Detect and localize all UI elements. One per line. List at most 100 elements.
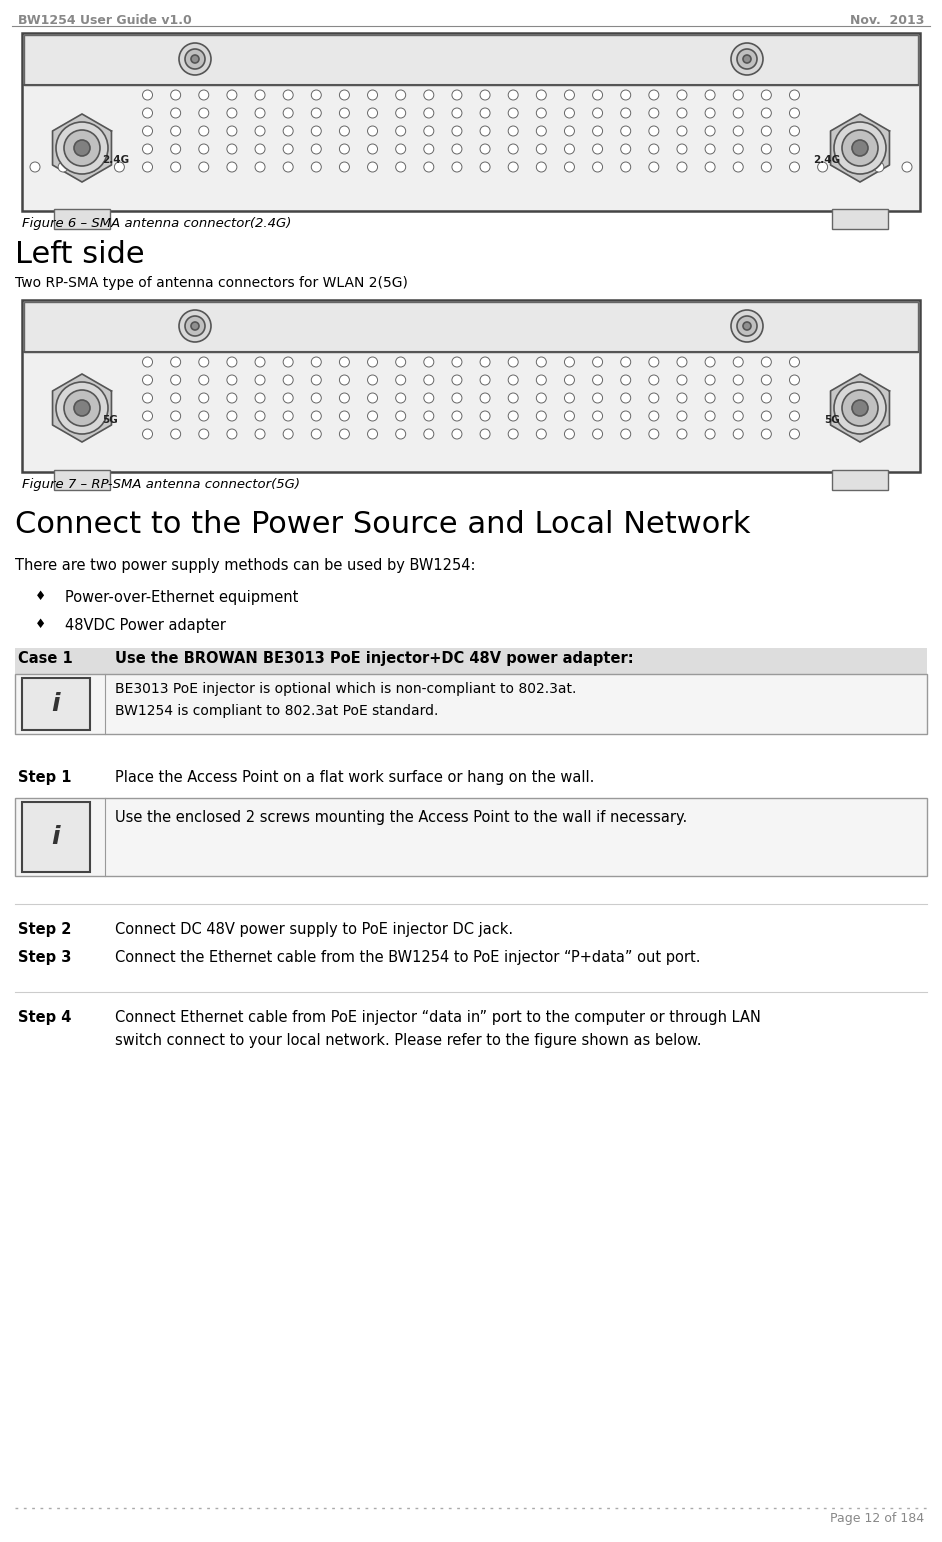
Circle shape [536,429,546,439]
Circle shape [842,390,878,426]
Circle shape [227,108,236,119]
Circle shape [733,393,743,402]
Circle shape [621,162,631,173]
Circle shape [284,108,293,119]
Circle shape [706,358,715,367]
Circle shape [367,429,378,439]
Circle shape [564,108,575,119]
Circle shape [339,162,349,173]
Bar [22,301,920,472]
Circle shape [64,390,100,426]
Circle shape [185,316,205,336]
Circle shape [706,429,715,439]
Circle shape [339,143,349,154]
Circle shape [284,358,293,367]
Circle shape [761,393,771,402]
Circle shape [706,375,715,386]
Circle shape [677,162,687,173]
Circle shape [179,43,211,76]
Circle shape [452,393,462,402]
Circle shape [56,122,108,174]
Circle shape [284,89,293,100]
Circle shape [227,429,236,439]
Circle shape [255,429,265,439]
Circle shape [789,162,800,173]
Circle shape [367,375,378,386]
Circle shape [789,412,800,421]
Circle shape [564,429,575,439]
Circle shape [452,358,462,367]
Circle shape [508,375,518,386]
Circle shape [761,358,771,367]
Circle shape [311,126,321,136]
Circle shape [706,393,715,402]
Circle shape [508,126,518,136]
Circle shape [367,393,378,402]
Circle shape [761,108,771,119]
Circle shape [339,358,349,367]
Circle shape [564,162,575,173]
Circle shape [621,358,631,367]
Circle shape [396,393,406,402]
Circle shape [284,393,293,402]
Circle shape [199,393,209,402]
Circle shape [424,393,434,402]
Circle shape [255,108,265,119]
Circle shape [649,429,658,439]
Circle shape [621,108,631,119]
Text: 48VDC Power adapter: 48VDC Power adapter [65,618,226,634]
Circle shape [452,162,462,173]
Circle shape [396,429,406,439]
Circle shape [424,89,434,100]
Circle shape [424,358,434,367]
Circle shape [706,143,715,154]
Circle shape [593,358,603,367]
Circle shape [818,162,828,173]
Circle shape [733,126,743,136]
Circle shape [396,126,406,136]
Circle shape [424,143,434,154]
Circle shape [761,429,771,439]
Circle shape [621,126,631,136]
Circle shape [733,162,743,173]
Circle shape [480,162,490,173]
Circle shape [761,162,771,173]
Text: 5G: 5G [824,415,840,426]
Text: Page 12 of 184: Page 12 of 184 [830,1513,924,1525]
Circle shape [649,412,658,421]
Circle shape [142,162,153,173]
Circle shape [593,108,603,119]
Circle shape [171,143,181,154]
Circle shape [743,56,751,63]
Circle shape [649,126,658,136]
Circle shape [199,108,209,119]
Circle shape [452,126,462,136]
Circle shape [677,126,687,136]
Circle shape [255,412,265,421]
Circle shape [733,375,743,386]
Circle shape [452,429,462,439]
Circle shape [852,399,868,416]
Circle shape [593,162,603,173]
Circle shape [311,162,321,173]
Circle shape [199,162,209,173]
Circle shape [367,412,378,421]
Circle shape [142,143,153,154]
Text: BE3013 PoE injector is optional which is non-compliant to 802.3at.
BW1254 is com: BE3013 PoE injector is optional which is… [115,682,577,717]
Circle shape [367,108,378,119]
Circle shape [114,162,124,173]
Circle shape [593,393,603,402]
Text: ♦: ♦ [35,591,46,603]
Circle shape [255,162,265,173]
Circle shape [396,358,406,367]
Circle shape [396,375,406,386]
Circle shape [564,393,575,402]
Circle shape [424,375,434,386]
Circle shape [284,143,293,154]
Circle shape [311,143,321,154]
Circle shape [789,108,800,119]
Circle shape [593,412,603,421]
Circle shape [593,143,603,154]
Circle shape [789,393,800,402]
Text: 2.4G: 2.4G [102,156,129,165]
